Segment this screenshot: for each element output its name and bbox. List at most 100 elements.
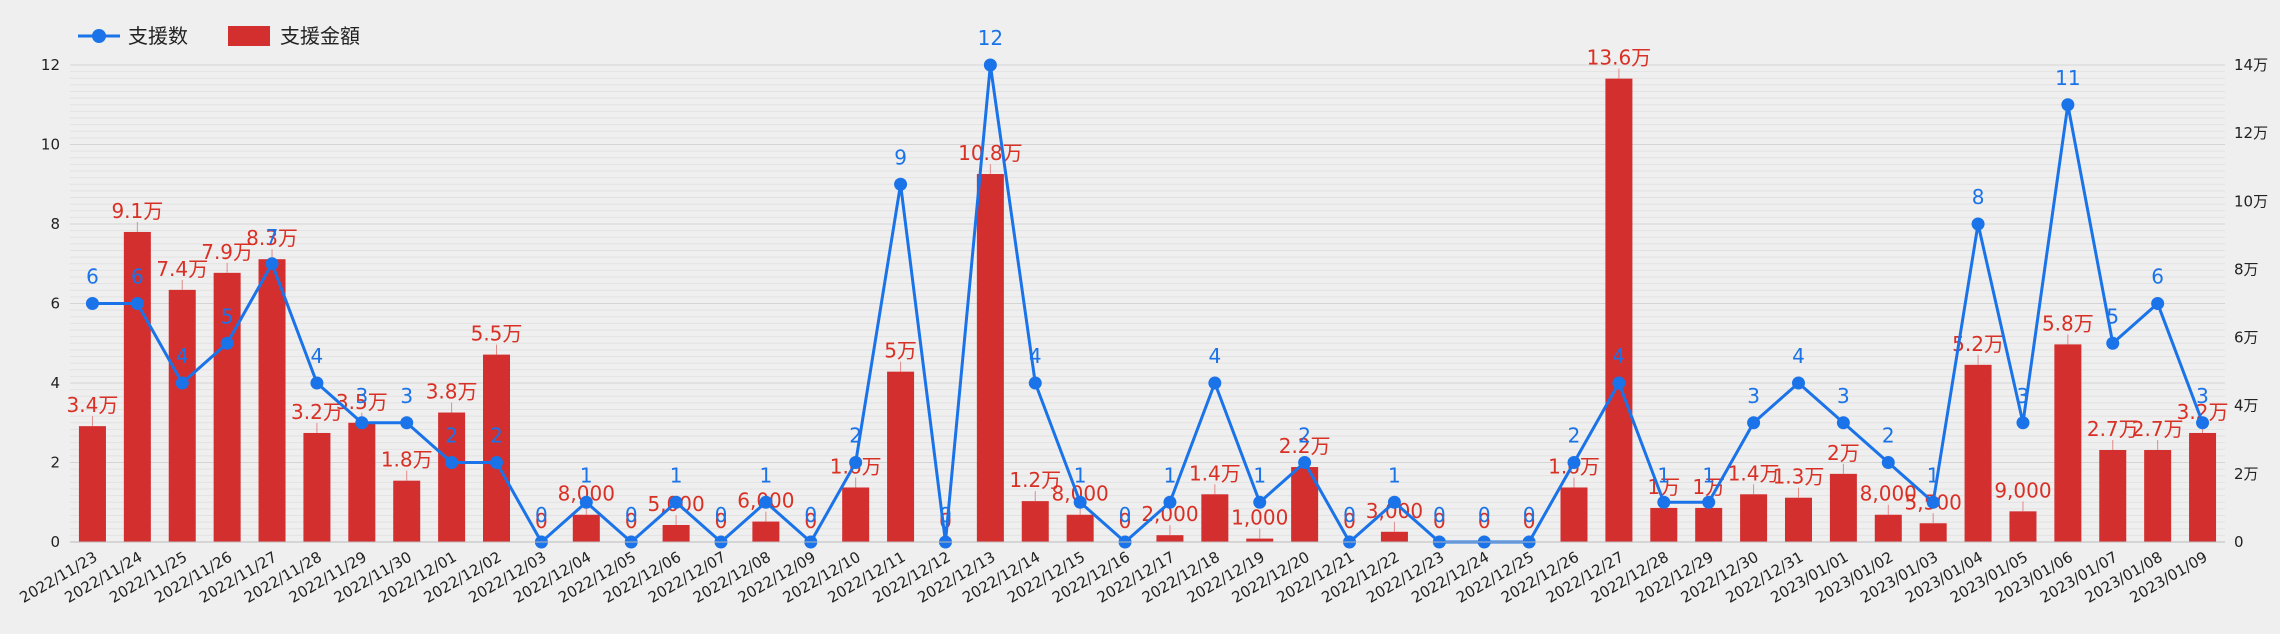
bar-data-label: 0 [804, 509, 817, 533]
bar [1246, 538, 1274, 542]
bar-data-label: 2.7万 [2087, 417, 2139, 441]
bar [1784, 497, 1812, 542]
bar-data-label: 1.4万 [1728, 461, 1780, 485]
bar [887, 371, 915, 542]
line-series [85, 58, 2210, 549]
legend-label-count: 支援数 [128, 24, 188, 48]
bar [1201, 494, 1229, 542]
line-data-label: 4 [1613, 344, 1626, 368]
line-data-label: 9 [894, 145, 907, 169]
line-data-label: 0 [625, 503, 638, 527]
y-axis-right: 0 2万 4万 6万 8万 10万 12万 14万 [2234, 56, 2268, 551]
bar [1964, 364, 1992, 542]
line-data-label: 2 [1882, 424, 1895, 448]
line-data-label: 6 [2151, 265, 2164, 289]
bar-data-label: 3.5万 [336, 390, 388, 414]
y-left-tick: 10 [41, 136, 60, 154]
bar [1695, 507, 1723, 542]
bar [1156, 535, 1184, 542]
line-point [490, 456, 504, 469]
bar-data-label: 1,000 [1231, 506, 1288, 530]
bar [168, 289, 196, 542]
line-data-label: 5 [2106, 304, 2119, 328]
line-point [1567, 456, 1581, 469]
line-data-label: 1 [1702, 463, 1715, 487]
line-data-label: 1 [760, 463, 773, 487]
line-data-label: 3 [1837, 384, 1850, 408]
bar-data-label: 0 [1523, 509, 1536, 533]
line-data-label: 1 [1388, 463, 1401, 487]
bar-data-label: 0 [1343, 509, 1356, 533]
line-data-label: 1 [1164, 463, 1177, 487]
line-point [1163, 495, 1177, 509]
bar [438, 412, 466, 542]
bar [348, 422, 376, 542]
bar [213, 272, 241, 542]
line-data-label: 0 [804, 503, 817, 527]
line-point [85, 297, 99, 310]
y-right-tick: 6万 [2234, 329, 2259, 347]
line-data-label: 0 [1433, 503, 1446, 527]
line-point [1702, 495, 1716, 509]
bar-data-label: 3.4万 [67, 393, 119, 417]
y-right-tick: 0 [2234, 533, 2244, 551]
line-data-label: 1 [1074, 463, 1087, 487]
line-point [1836, 416, 1850, 430]
line-data-label: 2 [445, 424, 458, 448]
bar-data-label: 0 [1119, 509, 1132, 533]
line-data-label: 7 [266, 225, 279, 249]
bar-data-label: 0 [1478, 509, 1491, 533]
bar-data-label: 5.5万 [471, 322, 523, 346]
line-point [2106, 336, 2120, 350]
x-axis: 2022/11/232022/11/242022/11/252022/11/26… [17, 541, 2225, 607]
bar-data-label: 7.4万 [156, 257, 208, 281]
bar [572, 514, 600, 542]
bar-data-label: 1.8万 [381, 448, 433, 472]
bar-data-label: 3.2万 [291, 400, 343, 424]
line-data-label: 11 [2055, 66, 2080, 90]
line-point [2016, 416, 2030, 430]
bar-series [78, 78, 2217, 542]
bar-labels: 3.4万 9.1万 7.4万7.9万8.3万 3.2万3.5万 1.8万 3.8万 5.5万… [67, 46, 2228, 539]
line-data-label: 2 [490, 424, 503, 448]
line-data-label: 6 [86, 265, 99, 289]
y-axis-left: 0 2 4 6 8 10 12 [41, 56, 60, 551]
bar-data-label: 1万 [1692, 475, 1725, 499]
bar [1605, 78, 1633, 542]
bar [1829, 473, 1857, 542]
line-data-label: 0 [1523, 503, 1536, 527]
line-data-label: 0 [1119, 503, 1132, 527]
bar [1066, 514, 1094, 542]
bar [1919, 523, 1947, 542]
line-data-label: 4 [1792, 344, 1805, 368]
line-data-label: 0 [939, 503, 952, 527]
bar [2144, 450, 2172, 542]
line-point [849, 456, 863, 469]
y-left-tick: 8 [50, 215, 60, 233]
line-data-label: 3 [1747, 384, 1760, 408]
bar-data-label: 0 [715, 509, 728, 533]
line-data-label: 8 [1972, 185, 1985, 209]
bar-data-label: 1.3万 [1773, 465, 1825, 489]
line-data-label: 6 [131, 265, 144, 289]
bar [1650, 507, 1678, 542]
line-point [400, 416, 414, 430]
line-point [310, 376, 324, 390]
bar-data-label: 8,000 [1860, 482, 1917, 506]
y-left-tick: 6 [50, 295, 60, 313]
bar [1740, 494, 1768, 542]
y-right-tick: 2万 [2234, 465, 2259, 483]
line-point [1028, 376, 1042, 390]
bar [1380, 531, 1408, 542]
line-point [2151, 297, 2165, 310]
bar [2099, 450, 2127, 542]
bar [1560, 487, 1588, 542]
legend: 支援数 支援金額 [78, 24, 360, 48]
line-point [1208, 376, 1222, 390]
bar-data-label: 10.8万 [958, 141, 1023, 165]
line-point [1747, 416, 1761, 430]
y-left-tick: 12 [41, 56, 60, 74]
line-point [1926, 495, 1940, 509]
bar-data-label: 1万 [1647, 475, 1680, 499]
